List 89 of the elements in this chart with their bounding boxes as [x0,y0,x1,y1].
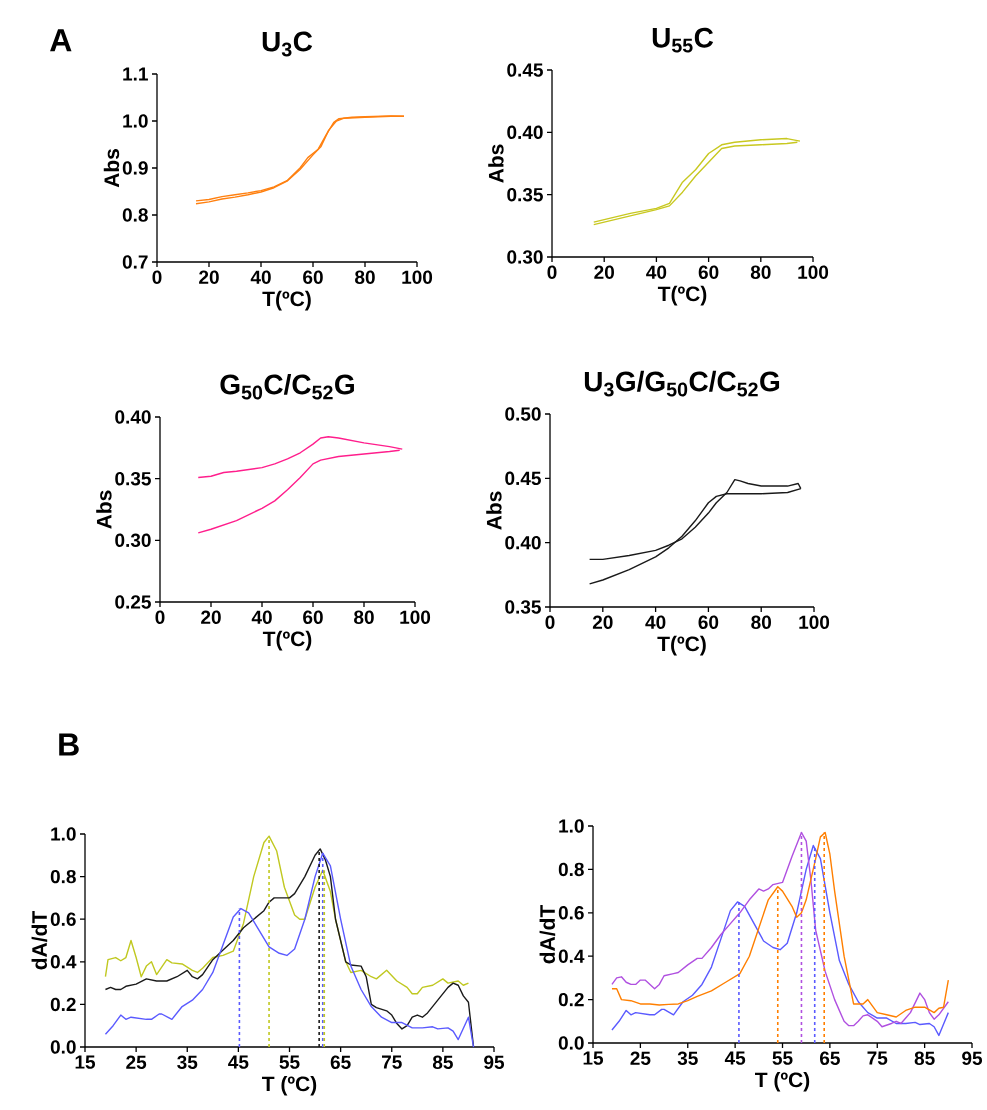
x-tick-label: 45 [228,1055,249,1069]
y-tick-label: 0.50 [505,407,541,421]
y-tick-label: 0.25 [115,595,151,609]
x-tick-label: 25 [630,1051,651,1065]
y-tick-label: 0.0 [558,1036,584,1050]
y-tick-label: 0.35 [507,187,543,202]
y-tick-label: 0.40 [507,125,543,140]
x-tick-label: 20 [592,615,613,629]
x-tick-label: 80 [354,610,374,624]
x-tick-label: 95 [484,1055,505,1069]
y-tick-label: 0.8 [50,869,76,884]
x-tick-label: 80 [750,265,771,279]
chart-title: G$_{50}$C/C$_{52}$G [220,373,354,400]
x-axis-title: T (ºC) [261,1075,317,1096]
x-tick-label: 60 [303,270,323,284]
y-tick-label: 1.1 [123,67,148,81]
y-tick-label: 0.9 [122,161,148,175]
y-tick-label: 0.8 [122,208,148,222]
x-axis-title: T(ºC) [262,290,311,311]
x-tick-label: 75 [867,1051,888,1065]
y-tick-label: 0.30 [507,250,543,264]
y-axis-title: Abs [488,144,504,183]
x-tick-label: 0 [547,265,557,279]
y-tick-label: 0.8 [558,862,584,877]
y-tick-label: 0.45 [505,471,541,486]
y-tick-label: 0.35 [505,600,541,614]
x-tick-label: 100 [799,615,830,629]
x-tick-label: 20 [201,610,221,624]
y-tick-label: 0.6 [558,906,584,920]
x-tick-label: 45 [724,1051,746,1065]
x-tick-label: 100 [798,265,829,279]
x-tick-label: 60 [698,615,719,629]
x-tick-label: 20 [199,270,219,284]
y-tick-label: 1.0 [51,827,76,841]
x-tick-label: 100 [400,610,431,624]
y-tick-label: 0.40 [505,535,541,550]
x-tick-label: 40 [645,615,666,629]
x-tick-label: 85 [432,1055,453,1069]
y-axis-title: Abs [96,490,112,529]
y-tick-label: 0.2 [50,997,76,1012]
x-tick-label: 80 [751,615,771,629]
x-tick-label: 25 [126,1055,147,1069]
x-tick-label: 0 [155,610,165,624]
x-tick-label: 40 [250,270,271,284]
x-tick-label: 0 [545,615,555,629]
x-tick-label: 40 [646,265,667,279]
x-tick-label: 15 [583,1051,604,1065]
y-tick-label: 0.7 [122,255,148,269]
y-tick-label: 0.45 [507,63,543,77]
y-tick-label: 0.0 [50,1040,76,1054]
y-tick-label: 0.2 [558,992,584,1007]
y-tick-label: 0.40 [115,410,151,424]
y-axis-title: dA/dT [539,904,556,964]
y-tick-label: 1.0 [559,819,584,833]
x-tick-label: 65 [820,1051,840,1065]
x-tick-label: 100 [402,270,433,284]
text: A [50,29,72,52]
x-tick-label: 15 [75,1055,96,1069]
x-tick-label: 65 [330,1055,351,1069]
x-tick-label: 80 [355,270,375,284]
y-tick-label: 1.0 [123,114,148,128]
x-tick-label: 20 [594,265,614,279]
x-axis-title: T(ºC) [262,630,312,651]
y-tick-label: 0.6 [50,912,76,926]
x-tick-label: 60 [698,265,719,279]
x-tick-label: 55 [279,1055,300,1069]
x-axis-title: T (ºC) [755,1071,810,1092]
y-axis-title: dA/dT [31,910,48,970]
y-tick-label: 0.4 [558,949,585,963]
x-tick-label: 0 [152,270,162,284]
y-tick-label: 0.35 [115,471,151,486]
chart-title: U$_{3}$C [262,31,313,57]
x-tick-label: 55 [772,1051,793,1065]
x-tick-label: 40 [251,610,272,624]
x-axis-title: T(ºC) [657,635,706,656]
y-axis-title: Abs [486,491,502,530]
chart-title: U$_{55}$C [652,27,714,53]
text: B [59,733,79,756]
x-tick-label: 35 [677,1051,698,1066]
y-axis-title: Abs [103,149,120,188]
x-tick-label: 35 [177,1055,198,1070]
x-axis-title: T(ºC) [657,285,707,306]
x-tick-label: 75 [382,1055,402,1069]
y-tick-label: 0.30 [115,533,151,548]
y-tick-label: 0.4 [50,955,77,969]
x-tick-label: 85 [914,1051,935,1065]
x-tick-label: 95 [962,1051,983,1065]
x-tick-label: 60 [303,610,323,624]
chart-title: U$_{3}$G/G$_{50}$C/C$_{52}$G [584,370,780,397]
